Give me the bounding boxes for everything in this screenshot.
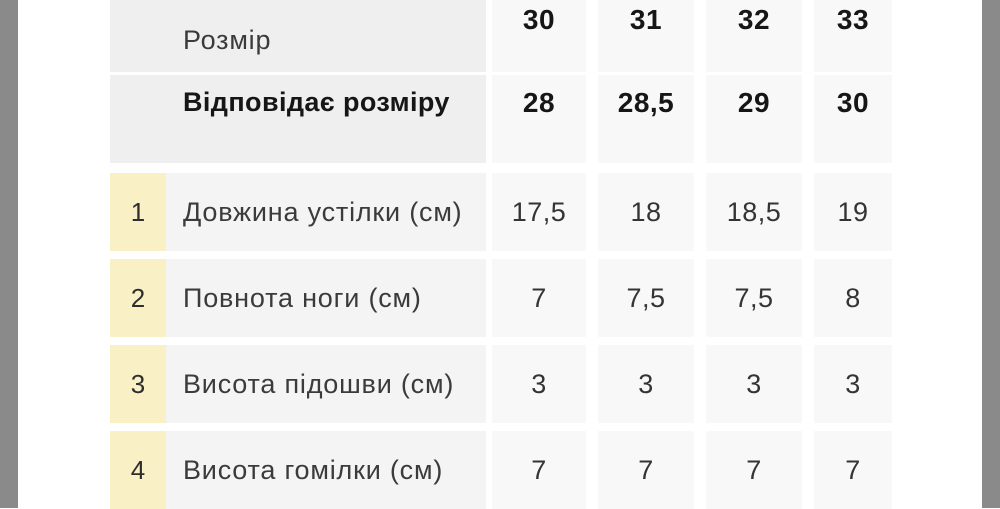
row-label: Висота підошви (см) — [166, 345, 486, 423]
row-value: 7 — [492, 431, 586, 509]
size-header-value: 32 — [706, 0, 802, 72]
row-value: 7 — [492, 259, 586, 337]
row-value: 3 — [598, 345, 694, 423]
header-row-size: Розмір 30 31 32 33 — [110, 0, 892, 72]
row-number: 3 — [110, 345, 166, 423]
row-label: Повнота ноги (см) — [166, 259, 486, 337]
row-value: 3 — [706, 345, 802, 423]
row-value: 8 — [814, 259, 892, 337]
corresponding-size-label: Відповідає розміру — [183, 87, 450, 117]
row-number: 4 — [110, 431, 166, 509]
size-header-value: 30 — [492, 0, 586, 72]
row-value: 7 — [706, 431, 802, 509]
corresponding-size-value: 29 — [706, 75, 802, 163]
row-value: 19 — [814, 173, 892, 251]
row-value: 18,5 — [706, 173, 802, 251]
table-row-sole-height: 3 Висота підошви (см) 3 3 3 3 — [110, 345, 892, 423]
row-number: 1 — [110, 173, 166, 251]
row-label-text: Повнота ноги (см) — [183, 282, 422, 313]
table-row-shaft-height: 4 Висота гомілки (см) 7 7 7 7 — [110, 431, 892, 509]
corresponding-size-value: 28,5 — [598, 75, 694, 163]
table-row-insole-length: 1 Довжина устілки (см) 17,5 18 18,5 19 — [110, 173, 892, 251]
row-value: 17,5 — [492, 173, 586, 251]
row-value: 7 — [814, 431, 892, 509]
row-label-text: Висота гомілки (см) — [183, 454, 444, 485]
table-row-foot-width: 2 Повнота ноги (см) 7 7,5 7,5 8 — [110, 259, 892, 337]
size-header-label-cell: Розмір — [110, 0, 486, 72]
row-number: 2 — [110, 259, 166, 337]
row-value: 7 — [598, 431, 694, 509]
row-value: 18 — [598, 173, 694, 251]
size-table: Розмір 30 31 32 33 Відповідає розміру 28… — [110, 0, 892, 509]
left-edge-bar — [0, 0, 18, 508]
right-edge-bar — [982, 0, 1000, 508]
row-value: 7,5 — [598, 259, 694, 337]
size-header-value: 33 — [814, 0, 892, 72]
size-header-label: Розмір — [183, 24, 272, 55]
row-label-text: Довжина устілки (см) — [183, 196, 463, 227]
row-value: 3 — [814, 345, 892, 423]
size-header-value: 31 — [598, 0, 694, 72]
row-value: 7,5 — [706, 259, 802, 337]
row-value: 3 — [492, 345, 586, 423]
row-label-text: Висота підошви (см) — [183, 368, 455, 399]
corresponding-size-label-cell: Відповідає розміру — [110, 75, 486, 163]
corresponding-size-value: 30 — [814, 75, 892, 163]
corresponding-size-value: 28 — [492, 75, 586, 163]
header-row-corresponding-size: Відповідає розміру 28 28,5 29 30 — [110, 75, 892, 163]
row-label: Довжина устілки (см) — [166, 173, 486, 251]
row-label: Висота гомілки (см) — [166, 431, 486, 509]
